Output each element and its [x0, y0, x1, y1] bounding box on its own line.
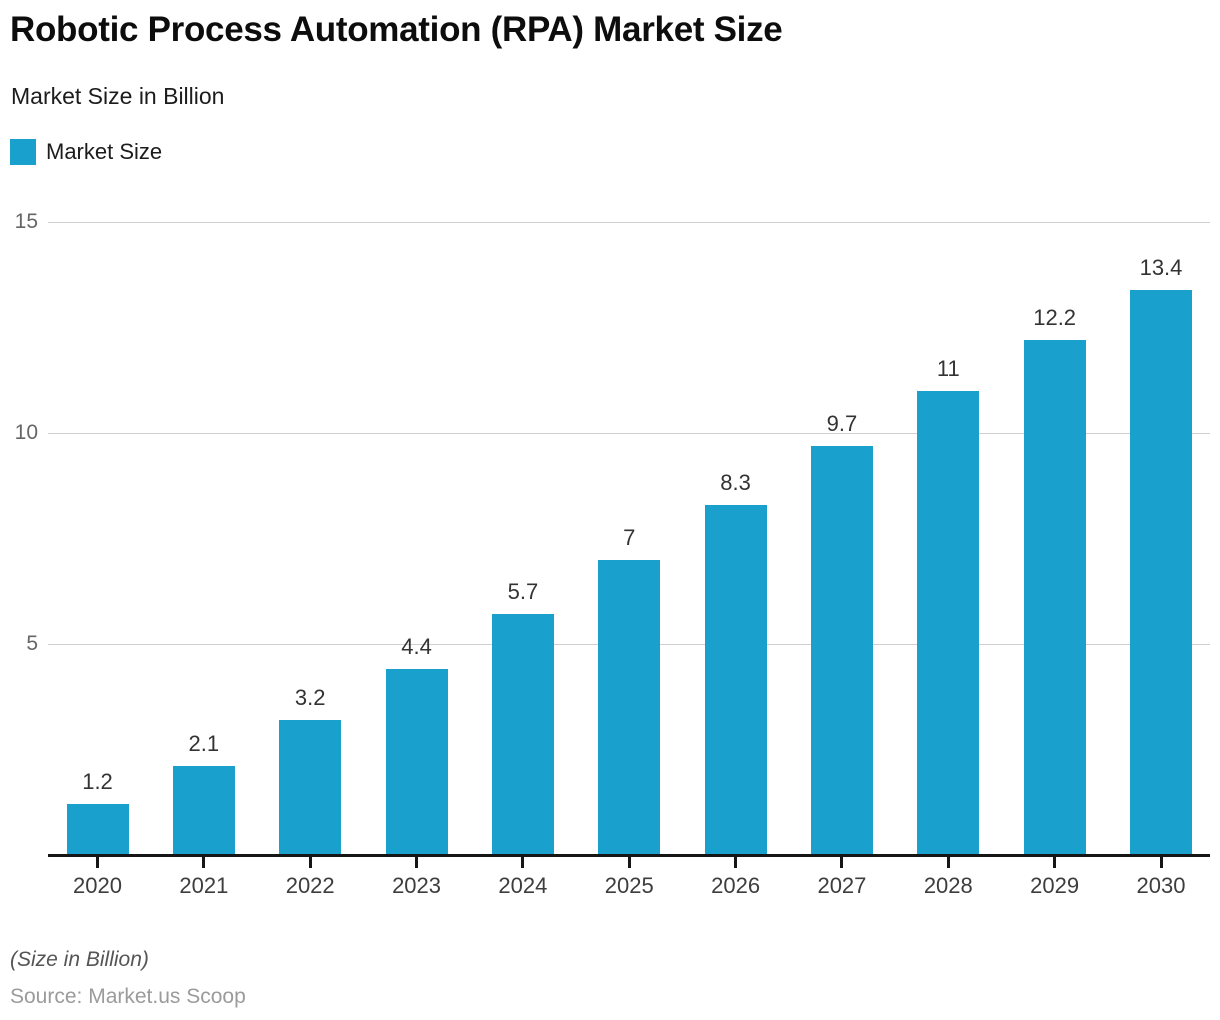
- bar-2026: [704, 504, 767, 855]
- x-axis-category-label: 2021: [179, 873, 229, 898]
- x-axis-tick: [1053, 857, 1057, 868]
- bar-2027: [810, 445, 873, 855]
- x-axis-tick: [734, 857, 738, 868]
- x-axis-tick: [521, 857, 525, 868]
- bar-value-label: 7: [623, 524, 636, 550]
- x-axis-category-label: 2028: [923, 873, 973, 898]
- legend-swatch-icon: [10, 139, 36, 165]
- bar-value-label: 4.4: [401, 634, 432, 660]
- bar-2020: [66, 804, 129, 855]
- x-axis-category-label: 2030: [1136, 873, 1186, 898]
- bar-value-label: 3.2: [294, 684, 326, 710]
- legend-label: Market Size: [46, 139, 163, 164]
- x-axis-category-label: 2022: [285, 873, 335, 898]
- bar-value-label: 2.1: [188, 731, 220, 757]
- x-axis-category-label: 2026: [711, 873, 761, 898]
- x-axis-tick: [1159, 857, 1163, 868]
- x-axis-category-label: 2029: [1030, 873, 1080, 898]
- bar-2030: [1130, 289, 1192, 855]
- y-axis-tick-label: 5: [26, 632, 38, 655]
- source-text: Source: Market.us Scoop: [10, 985, 246, 1008]
- bar-2025: [598, 559, 661, 855]
- x-axis-tick: [946, 857, 950, 868]
- bar-2022: [279, 719, 342, 855]
- gridline-15: [48, 221, 1210, 223]
- x-axis-tick: [96, 857, 99, 868]
- x-axis-category-label: 2024: [498, 873, 548, 898]
- x-axis-category-label: 2023: [392, 873, 442, 898]
- x-axis-category-label: 2027: [817, 873, 867, 898]
- bar-value-label: 11: [936, 355, 960, 381]
- chart-subtitle: Market Size in Billion: [11, 83, 225, 109]
- size-note: (Size in Billion): [10, 948, 149, 971]
- bar-2023: [385, 669, 448, 855]
- x-axis-tick: [415, 857, 419, 868]
- chart-title: Robotic Process Automation (RPA) Market …: [10, 10, 783, 49]
- bar-value-label: 8.3: [720, 469, 751, 495]
- gridline-10: [48, 432, 1210, 434]
- bar-value-label: 1.2: [82, 769, 113, 795]
- x-axis-tick: [840, 857, 844, 868]
- bar-value-label: 5.7: [507, 579, 539, 605]
- y-axis-tick-label: 15: [14, 210, 38, 233]
- bar-2028: [917, 390, 980, 855]
- bar-value-label: 12.2: [1033, 305, 1077, 331]
- x-axis-tick: [202, 857, 206, 868]
- x-axis-category-label: 2020: [73, 873, 122, 898]
- bar-value-label: 13.4: [1139, 254, 1183, 280]
- x-axis-tick: [308, 857, 312, 868]
- x-axis-category-label: 2025: [604, 873, 654, 898]
- x-axis-tick: [627, 857, 631, 868]
- bar-2024: [491, 614, 554, 855]
- y-axis-tick-label: 10: [14, 421, 38, 444]
- legend: Market Size: [10, 139, 162, 165]
- bar-2029: [1023, 340, 1086, 855]
- bar-value-label: 9.7: [826, 410, 858, 436]
- x-axis-line: [48, 854, 1210, 857]
- bar-2021: [172, 766, 235, 855]
